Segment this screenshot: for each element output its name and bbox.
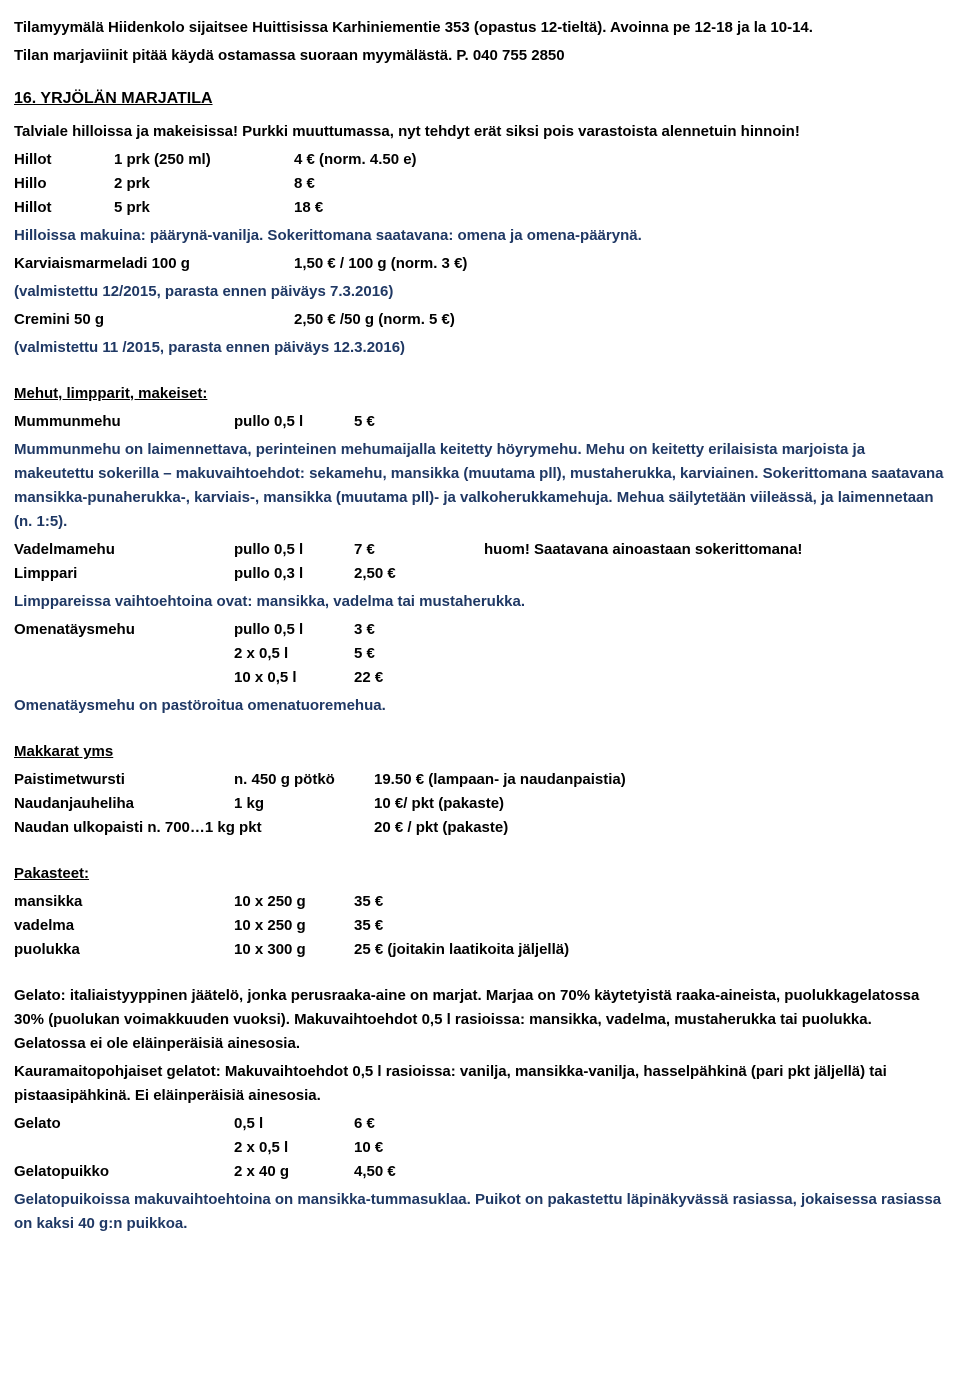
cremini-row: Cremini 50 g 2,50 € /50 g (norm. 5 €) [14,308,946,332]
section-16-title: 16. YRJÖLÄN MARJATILA [14,86,946,112]
gelato-paragraph-2: Kauramaitopohjaiset gelatot: Makuvaihtoe… [14,1060,946,1108]
omena-size: 10 x 0,5 l [234,666,354,690]
ulkopaisti-name: Naudan ulkopaisti n. 700…1 kg pkt [14,816,374,840]
gelato-size: 2 x 0,5 l [234,1136,354,1160]
hillo-size: 5 prk [114,196,294,220]
hillo-flavours-note: Hilloissa makuina: päärynä-vanilja. Soke… [14,224,946,248]
vadelma-price: 7 € [354,538,484,562]
makkarat-price: 10 €/ pkt (pakaste) [374,792,946,816]
pakasteet-row-2: puolukka 10 x 300 g 25 € (joitakin laati… [14,938,946,962]
makkarat-price: 19.50 € (lampaan- ja naudanpaistia) [374,768,946,792]
makkarat-size: 1 kg [234,792,374,816]
limppari-price: 2,50 € [354,562,484,586]
section-16-intro: Talviale hilloissa ja makeisissa! Purkki… [14,120,946,144]
gelato-row-2: Gelatopuikko 2 x 40 g 4,50 € [14,1160,946,1184]
karviais-name: Karviaismarmeladi 100 g [14,252,294,276]
vadelma-extra: huom! Saatavana ainoastaan sokerittomana… [484,538,946,562]
hillo-row-0: Hillot 1 prk (250 ml) 4 € (norm. 4.50 e) [14,148,946,172]
top-address-line-1: Tilamyymälä Hiidenkolo sijaitsee Huittis… [14,16,946,40]
vadelma-size: pullo 0,5 l [234,538,354,562]
hillo-price: 18 € [294,196,946,220]
omena-row-1: 2 x 0,5 l 5 € [14,642,946,666]
top-address-line-2: Tilan marjaviinit pitää käydä ostamassa … [14,44,946,68]
makkarat-name: Paistimetwursti [14,768,234,792]
pakasteet-heading: Pakasteet: [14,862,946,886]
mummun-price: 5 € [354,410,484,434]
gelato-size: 0,5 l [234,1112,354,1136]
gelato-price: 10 € [354,1136,946,1160]
limppari-row: Limppari pullo 0,3 l 2,50 € [14,562,946,586]
pakasteet-price: 25 € (joitakin laatikoita jäljellä) [354,938,946,962]
gelato-name: Gelatopuikko [14,1160,234,1184]
omena-size: pullo 0,5 l [234,618,354,642]
hillo-name: Hillo [14,172,114,196]
makkarat-heading: Makkarat yms [14,740,946,764]
makkarat-size: n. 450 g pötkö [234,768,374,792]
gelato-size: 2 x 40 g [234,1160,354,1184]
pakasteet-name: puolukka [14,938,234,962]
omena-price: 5 € [354,642,484,666]
mehut-heading: Mehut, limpparit, makeiset: [14,382,946,406]
cremini-price: 2,50 € /50 g (norm. 5 €) [294,308,455,332]
karviais-price: 1,50 € / 100 g (norm. 3 €) [294,252,467,276]
pakasteet-row-1: vadelma 10 x 250 g 35 € [14,914,946,938]
pakasteet-price: 35 € [354,914,946,938]
gelato-row-0: Gelato 0,5 l 6 € [14,1112,946,1136]
karviais-note: (valmistettu 12/2015, parasta ennen päiv… [14,280,946,304]
cremini-note: (valmistettu 11 /2015, parasta ennen päi… [14,336,946,360]
limppari-size: pullo 0,3 l [234,562,354,586]
omena-price: 22 € [354,666,484,690]
pakasteet-price: 35 € [354,890,946,914]
makkarat-name: Naudanjauheliha [14,792,234,816]
gelato-name [14,1136,234,1160]
makkarat-row-1: Naudanjauheliha 1 kg 10 €/ pkt (pakaste) [14,792,946,816]
omena-price: 3 € [354,618,484,642]
cremini-name: Cremini 50 g [14,308,294,332]
pakasteet-size: 10 x 250 g [234,914,354,938]
hillo-name: Hillot [14,148,114,172]
gelato-price: 4,50 € [354,1160,946,1184]
limppari-name: Limppari [14,562,234,586]
hillo-size: 1 prk (250 ml) [114,148,294,172]
mummunmehu-note: Mummunmehu on laimennettava, perinteinen… [14,438,946,534]
omena-size: 2 x 0,5 l [234,642,354,666]
makkarat-row-0: Paistimetwursti n. 450 g pötkö 19.50 € (… [14,768,946,792]
makkarat-ulkopaisti: Naudan ulkopaisti n. 700…1 kg pkt 20 € /… [14,816,946,840]
omena-name: Omenatäysmehu [14,618,234,642]
hillo-name: Hillot [14,196,114,220]
vadelmamehu-row: Vadelmamehu pullo 0,5 l 7 € huom! Saatav… [14,538,946,562]
limppari-note: Limppareissa vaihtoehtoina ovat: mansikk… [14,590,946,614]
pakasteet-size: 10 x 250 g [234,890,354,914]
gelatopuikko-note: Gelatopuikoissa makuvaihtoehtoina on man… [14,1188,946,1236]
omena-note: Omenatäysmehu on pastöroitua omenatuorem… [14,694,946,718]
hillo-row-1: Hillo 2 prk 8 € [14,172,946,196]
hillo-price: 4 € (norm. 4.50 e) [294,148,946,172]
gelato-price: 6 € [354,1112,946,1136]
pakasteet-size: 10 x 300 g [234,938,354,962]
mummun-size: pullo 0,5 l [234,410,354,434]
pakasteet-name: vadelma [14,914,234,938]
karviais-row: Karviaismarmeladi 100 g 1,50 € / 100 g (… [14,252,946,276]
hillo-price: 8 € [294,172,946,196]
ulkopaisti-price: 20 € / pkt (pakaste) [374,816,946,840]
mummun-name: Mummunmehu [14,410,234,434]
gelato-name: Gelato [14,1112,234,1136]
pakasteet-row-0: mansikka 10 x 250 g 35 € [14,890,946,914]
gelato-paragraph-1: Gelato: italiaistyyppinen jäätelö, jonka… [14,984,946,1056]
vadelma-name: Vadelmamehu [14,538,234,562]
omena-row-0: Omenatäysmehu pullo 0,5 l 3 € [14,618,946,642]
gelato-row-1: 2 x 0,5 l 10 € [14,1136,946,1160]
mummunmehu-row: Mummunmehu pullo 0,5 l 5 € [14,410,946,434]
omena-name [14,642,234,666]
pakasteet-name: mansikka [14,890,234,914]
hillo-row-2: Hillot 5 prk 18 € [14,196,946,220]
omena-row-2: 10 x 0,5 l 22 € [14,666,946,690]
omena-name [14,666,234,690]
hillo-size: 2 prk [114,172,294,196]
